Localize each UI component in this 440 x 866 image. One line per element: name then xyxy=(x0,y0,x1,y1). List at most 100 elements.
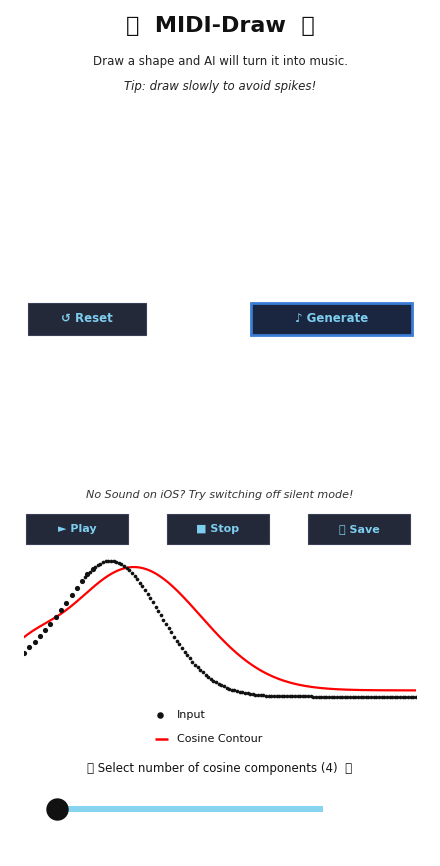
Point xyxy=(373,689,380,703)
Point xyxy=(281,689,288,703)
Text: Draw a shape and AI will turn it into music.: Draw a shape and AI will turn it into mu… xyxy=(92,55,348,68)
Text: ↺ Reset: ↺ Reset xyxy=(61,312,113,326)
Point xyxy=(270,689,277,703)
Point xyxy=(396,689,403,703)
Point xyxy=(349,689,356,703)
Point xyxy=(370,689,377,703)
Point xyxy=(202,668,209,682)
Point xyxy=(37,629,44,643)
Point xyxy=(126,564,133,578)
Point xyxy=(223,681,230,695)
Point xyxy=(231,683,238,697)
Point xyxy=(273,689,280,703)
Point xyxy=(268,688,275,702)
Point xyxy=(42,624,49,637)
Point xyxy=(263,688,270,702)
Point xyxy=(81,571,88,585)
Point xyxy=(404,689,411,703)
Point xyxy=(199,665,206,679)
Point xyxy=(136,576,143,590)
Point xyxy=(365,689,372,703)
Text: ♪ Generate: ♪ Generate xyxy=(295,312,368,326)
Bar xyxy=(173,379,210,385)
Point xyxy=(291,689,298,703)
Point xyxy=(347,689,354,703)
Point xyxy=(54,802,61,816)
Bar xyxy=(240,397,277,404)
Text: Cosine Contour: Cosine Contour xyxy=(176,734,262,744)
Bar xyxy=(91,346,120,353)
Point xyxy=(265,688,272,702)
Bar xyxy=(75,362,110,369)
Bar xyxy=(138,353,158,360)
Point xyxy=(331,689,338,703)
Point xyxy=(97,557,104,571)
Point xyxy=(92,560,99,574)
Point xyxy=(113,555,120,569)
Point xyxy=(189,655,196,669)
Point xyxy=(213,675,220,689)
Point xyxy=(26,640,33,654)
Point xyxy=(197,663,204,677)
Point xyxy=(323,689,330,703)
Point xyxy=(336,689,343,703)
Point xyxy=(286,689,293,703)
Point xyxy=(165,621,172,635)
Point xyxy=(147,591,154,605)
Point xyxy=(297,689,304,703)
Point xyxy=(215,677,222,691)
FancyBboxPatch shape xyxy=(28,303,146,334)
Point xyxy=(275,689,282,703)
Bar xyxy=(310,407,337,414)
Point xyxy=(326,689,333,703)
Point xyxy=(207,672,214,686)
Point xyxy=(407,689,414,703)
Point xyxy=(412,689,419,703)
Point xyxy=(318,689,325,703)
Point xyxy=(310,689,317,703)
Point xyxy=(236,685,243,699)
FancyBboxPatch shape xyxy=(251,303,412,334)
Point xyxy=(191,657,198,671)
Point xyxy=(339,689,346,703)
Point xyxy=(78,574,85,588)
Point xyxy=(410,689,417,703)
Point xyxy=(386,689,393,703)
Point xyxy=(389,689,396,703)
Text: Input: Input xyxy=(176,710,205,721)
Point xyxy=(115,556,122,570)
Point xyxy=(170,630,177,643)
Point xyxy=(178,641,185,655)
Text: Tip: draw slowly to avoid spikes!: Tip: draw slowly to avoid spikes! xyxy=(124,80,316,93)
Point xyxy=(260,688,267,702)
Point xyxy=(239,686,246,700)
Point xyxy=(228,682,235,696)
Text: No Sound on iOS? Try switching off silent mode!: No Sound on iOS? Try switching off silen… xyxy=(86,490,354,501)
Point xyxy=(144,587,151,601)
Point xyxy=(134,572,141,586)
Point xyxy=(344,689,351,703)
Point xyxy=(399,689,406,703)
Text: 💾 Save: 💾 Save xyxy=(339,524,379,534)
Point xyxy=(234,684,241,698)
Bar xyxy=(169,391,198,397)
Bar xyxy=(216,341,242,348)
Point xyxy=(257,688,264,702)
Point xyxy=(156,708,163,722)
Bar xyxy=(290,401,328,408)
Point xyxy=(94,559,101,572)
Point xyxy=(84,567,91,581)
Point xyxy=(299,689,306,703)
Bar xyxy=(114,350,140,356)
Point xyxy=(249,688,257,701)
Point xyxy=(58,603,65,617)
Point xyxy=(320,689,327,703)
Point xyxy=(21,645,28,659)
Point xyxy=(131,569,138,583)
Point xyxy=(294,689,301,703)
Point xyxy=(158,609,165,623)
Point xyxy=(226,682,233,695)
Point xyxy=(205,669,212,683)
Point xyxy=(73,581,80,595)
Bar xyxy=(189,365,208,372)
